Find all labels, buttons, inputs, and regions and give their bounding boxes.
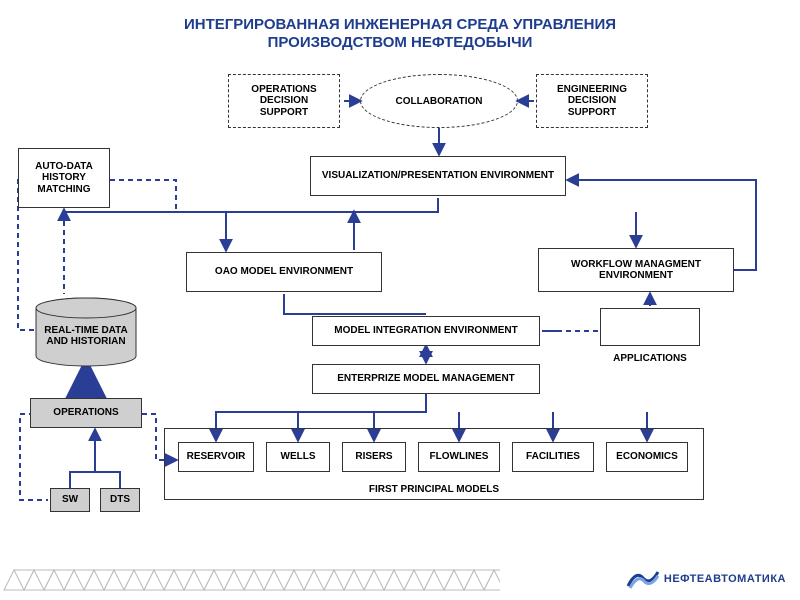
node-ent_model: ENTERPRIZE MODEL MANAGEMENT <box>312 364 540 394</box>
node-apps_box <box>600 308 700 346</box>
node-model_int: MODEL INTEGRATION ENVIRONMENT <box>312 316 540 346</box>
node-dts: DTS <box>100 488 140 512</box>
footer-pattern <box>0 560 500 594</box>
node-ops_dec: OPERATIONS DECISION SUPPORT <box>228 74 340 128</box>
brand-text: НЕФТЕАВТОМАТИКА <box>664 573 786 585</box>
group-fpm_group: FIRST PRINCIPAL MODELS <box>164 428 704 500</box>
node-rt_hist: REAL-TIME DATA AND HISTORIAN <box>36 310 136 362</box>
node-eng_dec: ENGINEERING DECISION SUPPORT <box>536 74 648 128</box>
label-apps_lbl: APPLICATIONS <box>598 350 702 368</box>
edge-21 <box>70 472 120 488</box>
node-operations: OPERATIONS <box>30 398 142 428</box>
edge-8 <box>284 294 426 314</box>
edge-26 <box>110 180 176 210</box>
brand-label: НЕФТЕАВТОМАТИКА <box>626 568 786 590</box>
title-line1: ИНТЕГРИРОВАННАЯ ИНЖЕНЕРНАЯ СРЕДА УПРАВЛЕ… <box>0 16 800 34</box>
node-wfm: WORKFLOW MANAGMENT ENVIRONMENT <box>538 248 734 292</box>
node-auto_hm: AUTO-DATA HISTORY MATCHING <box>18 148 110 208</box>
node-vis_env: VISUALIZATION/PRESENTATION ENVIRONMENT <box>310 156 566 196</box>
group-label-fpm_group: FIRST PRINCIPAL MODELS <box>165 484 703 495</box>
node-collab: COLLABORATION <box>360 74 518 128</box>
edge-3 <box>64 198 438 212</box>
node-oao: OAO MODEL ENVIRONMENT <box>186 252 382 292</box>
title-line2: ПРОИЗВОДСТВОМ НЕФТЕДОБЫЧИ <box>0 34 800 52</box>
page-title: ИНТЕГРИРОВАННАЯ ИНЖЕНЕРНАЯ СРЕДА УПРАВЛЕ… <box>0 16 800 52</box>
node-sw: SW <box>50 488 90 512</box>
